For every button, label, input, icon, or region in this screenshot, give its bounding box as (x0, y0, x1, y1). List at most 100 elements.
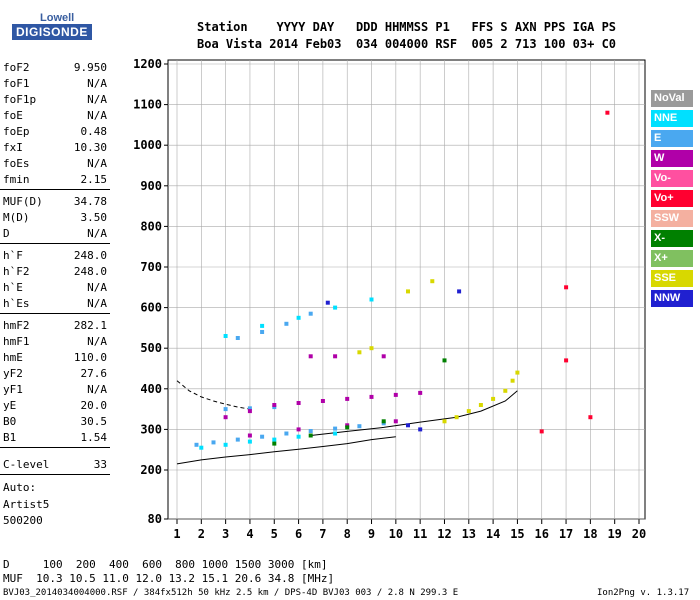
param-name: M(D) (3, 211, 30, 224)
param-value: N/A (87, 335, 107, 348)
data-point (333, 354, 338, 359)
x-tick-label: 20 (632, 527, 646, 541)
x-tick-label: 11 (413, 527, 427, 541)
data-point (564, 358, 569, 363)
x-tick-label: 2 (198, 527, 205, 541)
param-value: 30.5 (80, 415, 108, 428)
legend-item: SSE (651, 270, 693, 287)
param-value: 10.30 (73, 141, 107, 154)
data-point (491, 396, 496, 401)
data-point (539, 429, 544, 434)
x-tick-label: 3 (222, 527, 229, 541)
y-tick-label: 700 (140, 260, 162, 274)
data-point (406, 289, 410, 294)
legend-item: NoVal (651, 90, 693, 107)
param-name: B1 (3, 431, 17, 444)
data-point (320, 399, 325, 403)
param-name: h`Es (3, 297, 30, 310)
data-point (466, 409, 471, 414)
legend-item: W (651, 150, 693, 167)
data-point (260, 434, 265, 439)
logo-lowell: Lowell (40, 12, 75, 24)
footer-muf-row: MUF 10.3 10.5 11.0 12.0 13.2 15.1 20.6 3… (3, 572, 335, 585)
y-tick-label: 1200 (133, 57, 162, 71)
data-point (260, 330, 265, 334)
y-tick-label: 1000 (133, 138, 162, 152)
param-name: foEp (3, 125, 30, 138)
param-value: 9.950 (73, 61, 107, 74)
param-name: foF1p (3, 93, 37, 106)
logo-digisonde: DIGISONDE (12, 24, 92, 40)
data-point (223, 415, 228, 420)
x-tick-label: 15 (510, 527, 524, 541)
legend-item: NNW (651, 290, 693, 307)
data-point (345, 396, 350, 401)
param-name: h`F (3, 249, 23, 262)
y-tick-label: 200 (140, 463, 162, 477)
param-separator (0, 447, 110, 448)
data-point (325, 300, 330, 305)
data-point (430, 279, 435, 284)
header-values: Boa Vista 2014 Feb03 034 004000 RSF 005 … (197, 37, 617, 51)
x-tick-label: 14 (486, 527, 500, 541)
param-name: hmF2 (3, 319, 30, 332)
param-value: N/A (87, 77, 107, 90)
data-point (272, 405, 277, 410)
param-value: N/A (87, 383, 107, 396)
y-tick-label: 600 (140, 301, 162, 315)
param-value: 2.15 (80, 173, 108, 186)
param-value: 34.78 (73, 195, 107, 208)
data-point (345, 423, 350, 428)
data-point (393, 419, 398, 424)
x-tick-label: 12 (437, 527, 451, 541)
data-point (296, 315, 301, 320)
param-name: foEs (3, 157, 30, 170)
param-value: 110.0 (73, 351, 107, 364)
y-tick-label: 80 (148, 512, 162, 526)
data-point (211, 440, 216, 445)
x-tick-label: 18 (583, 527, 597, 541)
data-point (247, 433, 252, 438)
param-name: yE (3, 399, 17, 412)
footer-version: Ion2Png v. 1.3.17 (597, 588, 690, 598)
param-value: 248.0 (73, 249, 107, 262)
data-point (194, 442, 199, 447)
data-point (296, 401, 301, 405)
data-point (333, 431, 338, 436)
data-point (308, 429, 313, 433)
x-tick-label: 13 (462, 527, 476, 541)
data-point (369, 297, 374, 302)
data-point (333, 305, 338, 310)
data-point (510, 378, 515, 383)
data-point (381, 419, 386, 424)
data-point (357, 350, 362, 355)
data-point (369, 394, 374, 399)
param-name: foF1 (3, 77, 30, 90)
data-point (223, 407, 228, 412)
param-value: N/A (87, 297, 107, 310)
data-point (457, 289, 462, 294)
data-point (247, 406, 252, 411)
data-point (393, 392, 398, 397)
data-point (260, 323, 265, 328)
y-tick-label: 500 (140, 341, 162, 355)
y-tick-label: 1100 (133, 98, 162, 112)
data-point (588, 415, 593, 420)
legend-item: Vo+ (651, 190, 693, 207)
param-name: foE (3, 109, 23, 122)
auto-artist: Artist5 (3, 498, 50, 511)
data-point (442, 358, 447, 363)
x-tick-label: 16 (535, 527, 549, 541)
param-separator (0, 243, 110, 244)
param-separator (0, 313, 110, 314)
data-point (333, 426, 338, 431)
param-name: D (3, 227, 10, 240)
param-value: 282.1 (73, 319, 107, 332)
param-name: C-level (3, 458, 50, 471)
data-point (296, 434, 301, 439)
x-tick-label: 7 (319, 527, 326, 541)
legend-item: Vo- (651, 170, 693, 187)
param-value: 33 (93, 458, 107, 471)
param-name: h`E (3, 281, 23, 294)
